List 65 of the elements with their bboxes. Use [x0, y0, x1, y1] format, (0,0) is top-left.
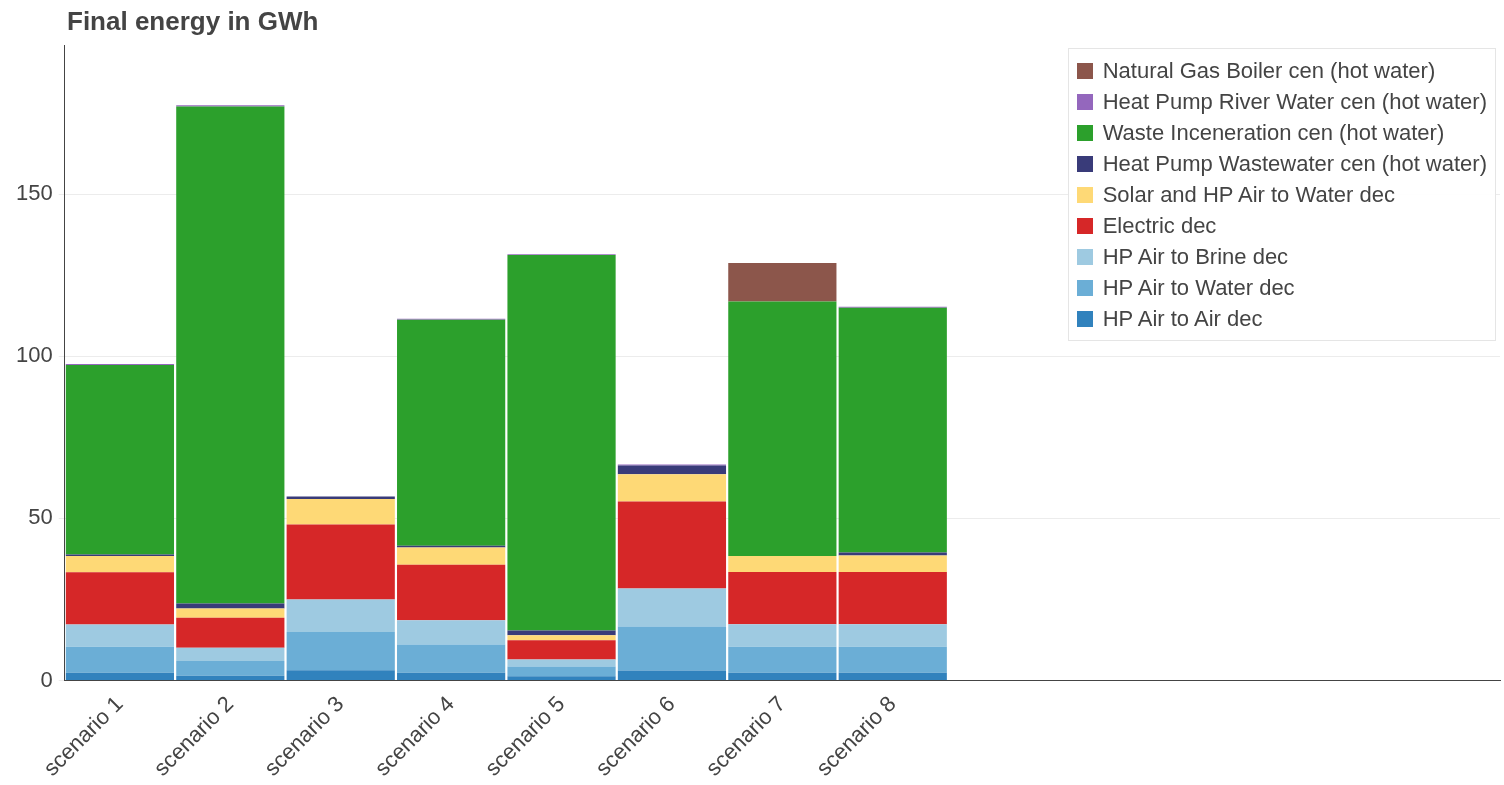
bar [728, 672, 837, 681]
bar [838, 307, 947, 553]
bar [617, 474, 727, 502]
bar [838, 672, 947, 681]
bar [728, 262, 837, 302]
bar [65, 556, 175, 573]
legend-label: Electric dec [1102, 212, 1217, 239]
bar [507, 635, 616, 641]
bar [838, 646, 947, 673]
bar [728, 571, 837, 625]
bar [397, 547, 506, 565]
bar [286, 498, 395, 525]
legend-label: Natural Gas Boiler cen (hot water) [1102, 57, 1436, 84]
bar [176, 617, 285, 648]
bar [176, 106, 285, 604]
bar [176, 603, 285, 609]
bar [176, 661, 285, 676]
y-tick-label: 0 [40, 666, 53, 692]
bar [397, 319, 506, 546]
legend-label: Heat Pump River Water cen (hot water) [1102, 88, 1487, 115]
legend-label: Solar and HP Air to Water dec [1102, 181, 1395, 208]
bar [617, 501, 727, 589]
bar [65, 646, 175, 673]
bar [286, 599, 395, 632]
bar [397, 644, 506, 673]
bar [838, 571, 947, 625]
bar [728, 646, 837, 673]
bar [286, 631, 395, 671]
legend-label: HP Air to Air dec [1102, 305, 1263, 332]
bar [397, 564, 506, 621]
bar [507, 255, 616, 631]
chart-title: Final energy in GWh [67, 6, 319, 37]
bar [397, 620, 506, 645]
bar [617, 465, 727, 475]
bar [617, 670, 727, 681]
bar [617, 588, 727, 627]
bar [728, 624, 837, 647]
bar [617, 626, 727, 671]
legend-label: HP Air to Water dec [1102, 274, 1295, 301]
bar [286, 670, 395, 681]
bar [507, 676, 616, 681]
bar [176, 647, 285, 662]
bar [838, 552, 947, 556]
bar [838, 555, 947, 572]
bar [728, 556, 837, 572]
y-tick-label: 100 [15, 342, 53, 368]
bar [176, 675, 285, 681]
bar [507, 666, 616, 677]
bar [507, 659, 616, 667]
bar [397, 672, 506, 681]
bar [286, 524, 395, 600]
legend-label: HP Air to Brine dec [1102, 243, 1289, 270]
legend-label: Waste Inceneration cen (hot water) [1102, 119, 1445, 146]
bar [176, 608, 285, 618]
y-tick-label: 150 [15, 180, 53, 206]
bar [65, 365, 175, 555]
bar [65, 572, 175, 625]
bar [728, 301, 837, 557]
bar [286, 496, 395, 499]
bar [507, 640, 616, 660]
y-tick-label: 50 [28, 504, 53, 530]
legend-label: Heat Pump Wastewater cen (hot water) [1102, 150, 1487, 177]
bar [838, 624, 947, 647]
bar [65, 624, 175, 647]
bar [65, 672, 175, 681]
